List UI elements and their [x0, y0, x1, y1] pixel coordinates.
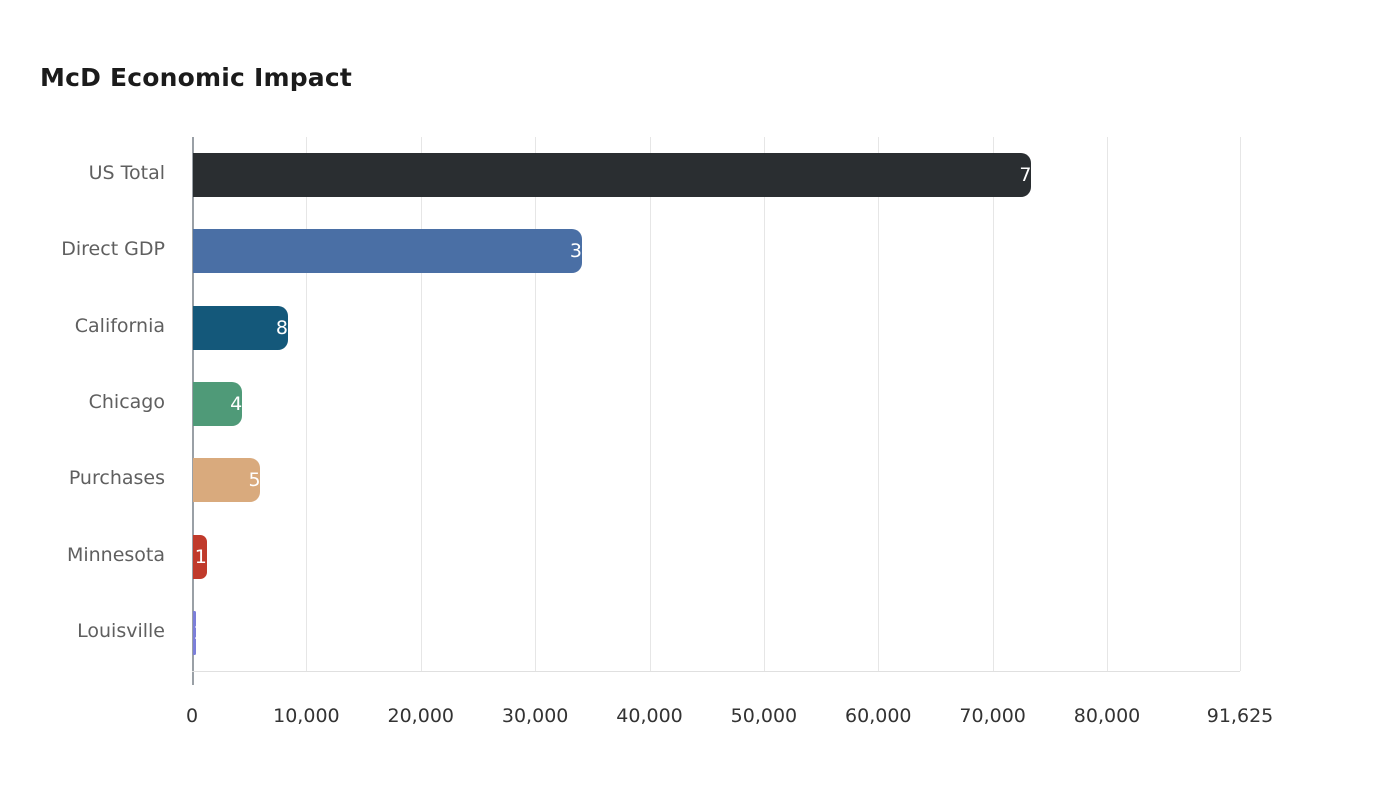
gridline — [1240, 137, 1241, 671]
category-label-direct-gdp: Direct GDP — [61, 238, 165, 261]
bar-value-label: 5,900 — [248, 469, 261, 492]
bar-california: 8,300 — [193, 305, 288, 350]
x-axis-line — [192, 671, 1240, 672]
bar-value-label: 34,000 — [569, 240, 582, 263]
bar-minnesota: 1,200 — [193, 534, 207, 579]
x-tick-label: 60,000 — [845, 705, 912, 727]
bar-value-label: 73,300 — [1019, 164, 1032, 187]
bar-value-label: 1,200 — [194, 545, 207, 568]
bar-value-label: 4,300 — [230, 393, 243, 415]
bar-direct-gdp: 34,000 — [193, 229, 582, 274]
chart-title: McD Economic Impact — [40, 63, 353, 92]
x-tick-label: 0 — [185, 705, 199, 727]
gridline — [420, 137, 422, 671]
category-label-us-total: US Total — [88, 162, 165, 185]
category-label-california: California — [74, 314, 165, 337]
bar-purchases: 5,900 — [193, 458, 261, 503]
bar-louisville: 250 — [193, 610, 196, 655]
bar-us-total: 73,300 — [193, 153, 1032, 198]
gridline — [306, 137, 308, 671]
category-label-minnesota: Minnesota — [66, 543, 165, 566]
x-tick-label: 91,625 — [1206, 705, 1274, 727]
bar-value-label: 250 — [194, 622, 196, 644]
x-tick-label: 10,000 — [273, 705, 340, 727]
gridline — [763, 137, 765, 671]
x-tick-label: 40,000 — [616, 705, 683, 727]
bar-chicago: 4,300 — [193, 382, 243, 426]
category-label-purchases: Purchases — [68, 467, 165, 490]
x-tick-label: 50,000 — [730, 705, 798, 727]
x-tick-label: 70,000 — [959, 705, 1026, 727]
category-label-louisville: Louisville — [77, 619, 165, 642]
category-label-chicago: Chicago — [88, 391, 165, 413]
bar-value-label: 8,300 — [275, 316, 288, 339]
gridline — [878, 137, 880, 671]
x-tick-label: 20,000 — [387, 705, 454, 727]
gridline — [1107, 137, 1109, 671]
x-tick-label: 30,000 — [501, 705, 569, 727]
gridline — [535, 137, 537, 671]
gridline — [992, 137, 994, 671]
x-tick-label: 80,000 — [1073, 705, 1141, 727]
gridline — [649, 137, 651, 671]
